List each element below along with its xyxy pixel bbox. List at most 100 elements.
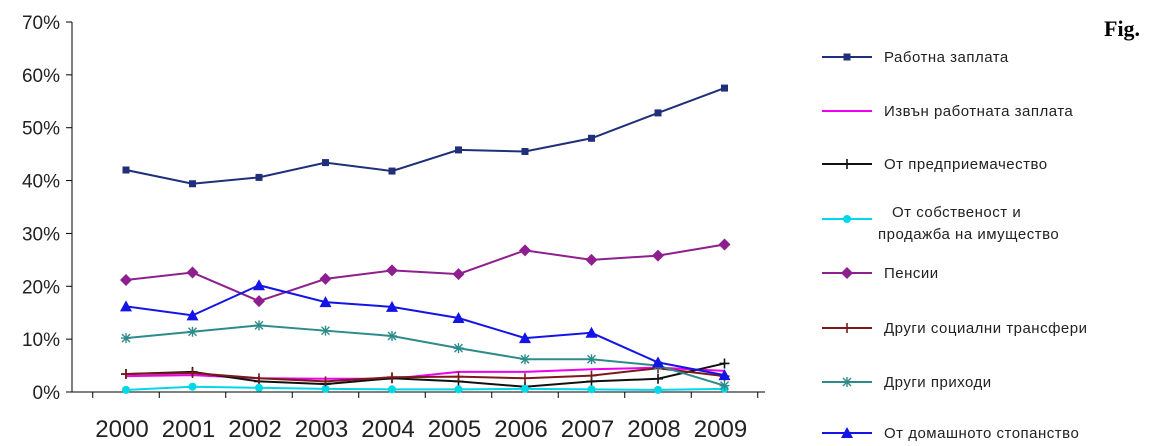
data-point [254, 320, 264, 331]
legend-label: Извън работната заплата [884, 103, 1073, 120]
data-point [654, 385, 662, 394]
series-line [125, 367, 725, 383]
legend-item: От собственост и продажба на имущество [822, 204, 1059, 243]
data-point [121, 369, 131, 380]
data-point [453, 343, 464, 354]
legend-swatch-marker [841, 267, 853, 279]
data-point [585, 253, 598, 266]
data-point [455, 146, 462, 154]
plot-series [120, 84, 731, 394]
legend-swatch-marker [843, 53, 851, 61]
y-tick-label: 0% [33, 383, 61, 404]
data-point [122, 385, 130, 394]
legend-item: Работна заплата [822, 49, 1008, 66]
y-tick-label: 20% [22, 277, 60, 298]
data-point [519, 332, 531, 344]
data-point [386, 264, 398, 277]
x-tick-label: 2002 [228, 416, 281, 443]
data-point [654, 109, 662, 117]
data-point [253, 279, 265, 291]
data-point [120, 300, 132, 312]
data-point [587, 385, 596, 394]
data-point [719, 380, 730, 391]
data-point [652, 356, 664, 368]
data-point [452, 268, 465, 281]
x-tick-label: 2007 [561, 416, 614, 443]
legend-item: Пенсии [822, 265, 939, 282]
data-point [321, 384, 330, 393]
legend-label: От собственост и продажба на имущество [878, 204, 1059, 243]
data-point [121, 333, 131, 344]
legend-label: Пенсии [884, 265, 939, 282]
data-point [188, 382, 197, 391]
legend-item: От предприемачество [822, 156, 1048, 173]
data-point [319, 296, 332, 308]
y-tick-label: 40% [22, 172, 60, 193]
data-point [322, 159, 329, 167]
legend-swatch-marker [843, 215, 851, 223]
x-tick-label: 2009 [694, 416, 747, 443]
y-tick-label: 70% [22, 13, 60, 34]
data-point [189, 180, 196, 188]
series-5 [120, 238, 731, 308]
data-point [255, 173, 263, 181]
data-point [519, 244, 531, 257]
y-axis-ticks: 0% 10% 20% 30% 40% 50% 60% 70% [22, 13, 72, 404]
data-point [585, 326, 598, 338]
data-point [520, 373, 530, 384]
data-point [521, 384, 529, 393]
data-point [320, 325, 331, 336]
data-point [453, 371, 464, 382]
data-point [186, 309, 199, 321]
legend-label: Други социални трансфери [884, 320, 1088, 337]
data-point [652, 249, 664, 262]
data-point [653, 373, 663, 384]
series-line [125, 385, 725, 391]
series-1 [122, 84, 728, 188]
data-point [718, 238, 731, 251]
data-point [521, 148, 529, 155]
legend: Работна заплата Извън работната заплата От… [822, 49, 1088, 442]
data-point [719, 358, 730, 369]
x-tick-label: 2003 [295, 416, 348, 443]
x-tick-label: 2006 [494, 416, 547, 443]
y-tick-label: 30% [22, 224, 60, 245]
y-tick-label: 60% [22, 66, 60, 87]
data-point [454, 385, 463, 394]
legend-label: Други приходи [884, 374, 992, 391]
legend-swatch-marker [842, 323, 852, 333]
data-point [586, 370, 597, 381]
figure-label: Fig. [1104, 16, 1140, 41]
legend-label: От предприемачество [884, 156, 1048, 173]
legend-label: От домашното стопанство [884, 425, 1079, 442]
series-line [125, 243, 725, 303]
series-line [125, 284, 725, 377]
data-point [718, 369, 731, 381]
data-point [186, 266, 199, 279]
series-6 [121, 363, 730, 387]
x-tick-label: 2008 [627, 416, 680, 443]
x-tick-label: 2000 [95, 416, 148, 443]
data-point [388, 167, 396, 175]
data-point [254, 373, 264, 384]
data-point [386, 300, 398, 312]
data-point [387, 372, 397, 383]
x-tick-label: 2005 [428, 416, 481, 443]
data-point [586, 354, 597, 365]
data-point [187, 367, 198, 378]
data-point [721, 84, 728, 92]
x-tick-label: 2001 [162, 416, 215, 443]
data-point [122, 166, 130, 174]
y-tick-label: 10% [22, 330, 60, 351]
legend-swatch-marker [841, 427, 853, 438]
legend-swatch-marker [842, 159, 852, 169]
data-point [187, 326, 198, 337]
series-line [125, 324, 725, 387]
data-point [588, 134, 595, 142]
data-point [120, 273, 132, 286]
series-8 [120, 279, 731, 381]
y-tick-label: 50% [22, 119, 60, 140]
data-point [387, 330, 397, 341]
data-point [320, 376, 331, 387]
